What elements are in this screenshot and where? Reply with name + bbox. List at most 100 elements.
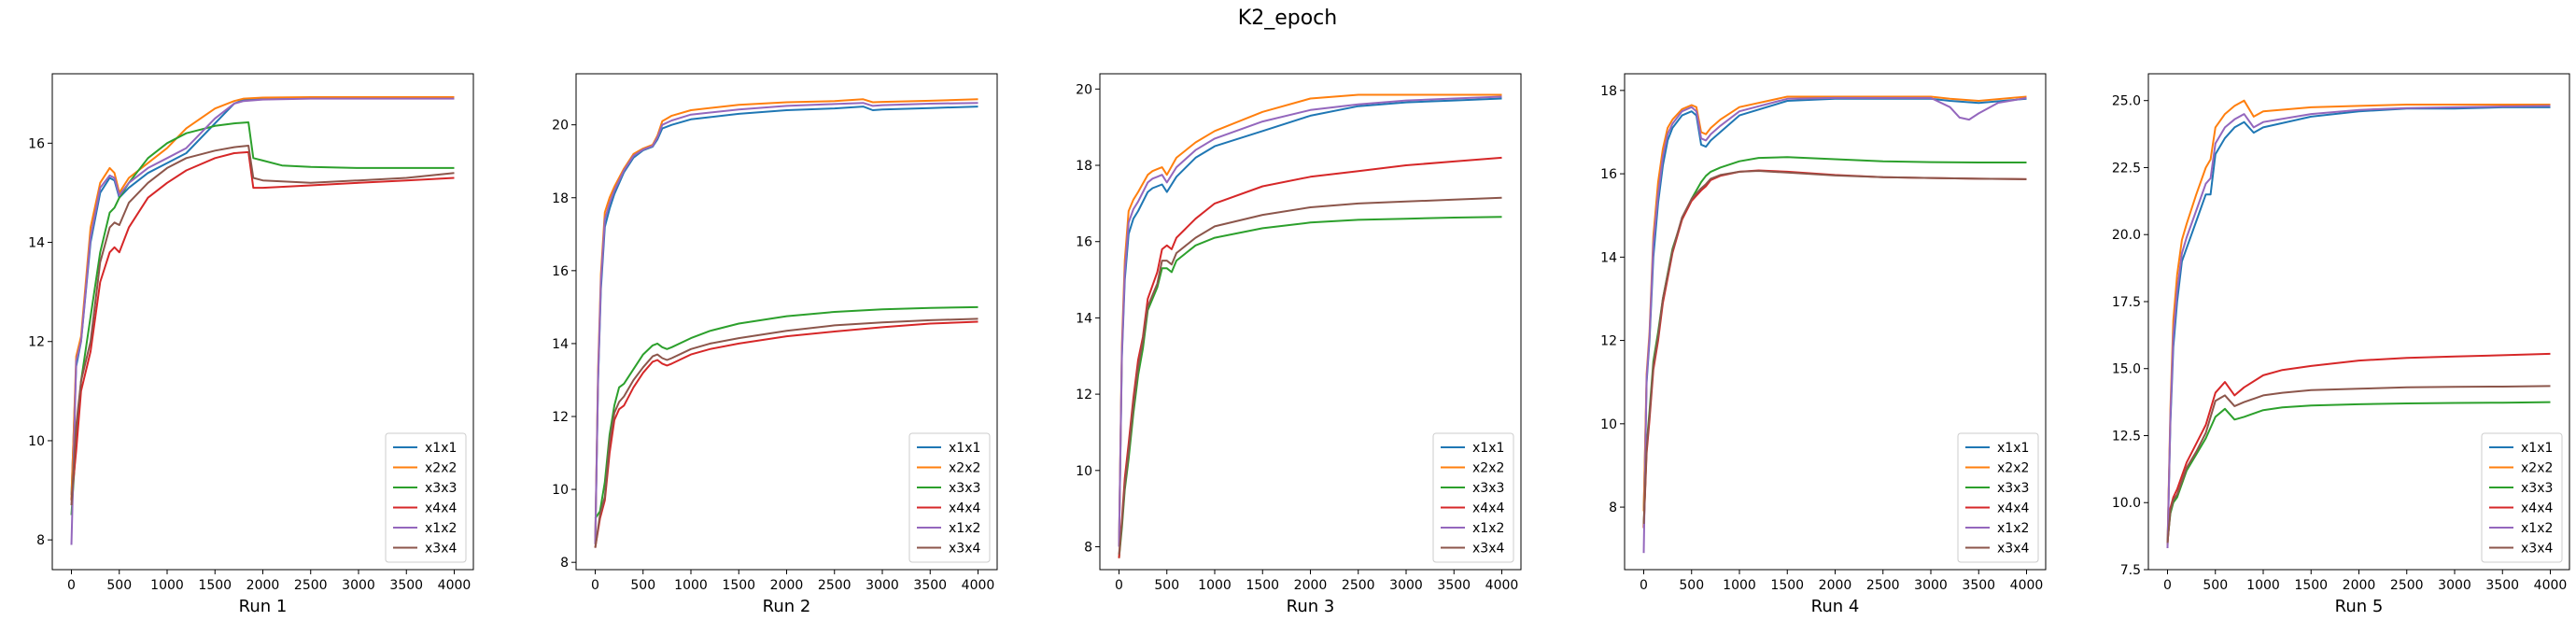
legend-label-x3x3: x3x3 bbox=[1997, 481, 2029, 496]
x-tick-label: 1000 bbox=[2246, 578, 2280, 593]
subplot-5: 0 500 1000 1500 2000 2500 3000 3500 4000 7.5 10.0 1… bbox=[2112, 73, 2570, 616]
x-tick-label: 3000 bbox=[866, 578, 899, 593]
y-tick-label: 16 bbox=[1076, 235, 1092, 250]
legend-box bbox=[1432, 432, 1514, 563]
x-tick-label: 500 bbox=[1679, 578, 1704, 593]
y-tick-label: 10 bbox=[1600, 417, 1617, 432]
y-tick-label: 18 bbox=[1076, 159, 1092, 174]
legend-label-x4x4: x4x4 bbox=[949, 501, 980, 516]
legend-label-x3x4: x3x4 bbox=[2521, 542, 2553, 557]
series-line-x3x4 bbox=[594, 318, 978, 548]
series-line-x2x2 bbox=[70, 96, 455, 501]
x-tick-label: 2500 bbox=[294, 578, 328, 593]
x-tick-label: 4000 bbox=[962, 578, 995, 593]
legend-label-x2x2: x2x2 bbox=[949, 461, 980, 476]
y-tick-label: 16 bbox=[552, 264, 569, 279]
y-tick-label: 14 bbox=[1076, 311, 1092, 326]
legend-box bbox=[908, 432, 991, 563]
x-tick-label: 1500 bbox=[1246, 578, 1279, 593]
y-tick-label: 12 bbox=[552, 410, 569, 425]
x-tick-label: 0 bbox=[1640, 578, 1648, 593]
legend-label-x1x2: x1x2 bbox=[425, 521, 457, 536]
series-line-x1x1 bbox=[594, 106, 978, 544]
x-tick-label: 2000 bbox=[2343, 578, 2376, 593]
series-line-x3x4 bbox=[1118, 196, 1502, 555]
series-line-x1x2 bbox=[594, 102, 978, 544]
legend-label-x1x2: x1x2 bbox=[2521, 521, 2553, 536]
x-tick-label: 0 bbox=[67, 578, 76, 593]
series-line-x1x2 bbox=[1642, 96, 2027, 554]
legend-label-x3x3: x3x3 bbox=[425, 481, 457, 496]
legend-label-x4x4: x4x4 bbox=[425, 501, 457, 516]
x-tick-label: 2500 bbox=[1342, 578, 1375, 593]
x-tick-label: 2000 bbox=[246, 578, 280, 593]
x-tick-label: 4000 bbox=[438, 578, 472, 593]
x-tick-label: 4000 bbox=[2010, 578, 2044, 593]
y-tick-label: 14 bbox=[552, 337, 569, 352]
x-tick-label: 500 bbox=[106, 578, 132, 593]
y-tick-label: 18 bbox=[552, 191, 569, 206]
legend-box bbox=[1957, 432, 2039, 563]
legend-label-x4x4: x4x4 bbox=[1997, 501, 2029, 516]
legend-label-x1x1: x1x1 bbox=[949, 441, 980, 456]
y-tick-label: 18 bbox=[1600, 84, 1617, 99]
legend-label-x2x2: x2x2 bbox=[1997, 461, 2029, 476]
series-line-x2x2 bbox=[1118, 93, 1502, 547]
legend-label-x3x3: x3x3 bbox=[2521, 481, 2553, 496]
y-tick-label: 7.5 bbox=[2120, 563, 2141, 578]
x-tick-label: 1500 bbox=[1770, 578, 1804, 593]
x-axis-label: Run 3 bbox=[1287, 597, 1335, 616]
legend-label-x3x4: x3x4 bbox=[1997, 542, 2029, 557]
x-tick-label: 3500 bbox=[389, 578, 423, 593]
series-line-x4x4 bbox=[2166, 352, 2551, 543]
y-tick-label: 8 bbox=[1084, 540, 1092, 555]
y-tick-label: 12.5 bbox=[2112, 429, 2141, 444]
subplot-4: 0 500 1000 1500 2000 2500 3000 3500 4000 8 10 12 14 1… bbox=[1600, 73, 2047, 616]
legend-label-x4x4: x4x4 bbox=[1472, 501, 1504, 516]
x-tick-label: 1500 bbox=[2294, 578, 2328, 593]
x-tick-label: 2500 bbox=[2390, 578, 2424, 593]
x-tick-label: 3500 bbox=[1437, 578, 1471, 593]
y-tick-label: 16 bbox=[1600, 167, 1617, 182]
legend-label-x3x3: x3x3 bbox=[1472, 481, 1504, 496]
y-tick-label: 25.0 bbox=[2112, 94, 2141, 109]
x-tick-label: 3000 bbox=[1389, 578, 1423, 593]
x-axis-label: Run 5 bbox=[2335, 597, 2384, 616]
y-tick-label: 20.0 bbox=[2112, 228, 2141, 243]
y-tick-label: 15.0 bbox=[2112, 362, 2141, 377]
legend-label-x3x4: x3x4 bbox=[425, 542, 457, 557]
legend-label-x1x1: x1x1 bbox=[1997, 441, 2029, 456]
series-line-x3x3 bbox=[70, 121, 455, 515]
series-line-x3x3 bbox=[594, 305, 978, 519]
series-line-x4x4 bbox=[594, 320, 978, 548]
legend: x1x1 x2x2 x3x3 x4x4 x1x2 x3x4 bbox=[385, 432, 467, 563]
legend-label-x1x1: x1x1 bbox=[425, 441, 457, 456]
series-line-x1x2 bbox=[1118, 95, 1502, 547]
x-tick-label: 0 bbox=[1115, 578, 1123, 593]
x-tick-label: 3000 bbox=[342, 578, 375, 593]
y-tick-label: 14 bbox=[1600, 250, 1617, 265]
y-tick-label: 12 bbox=[1076, 388, 1092, 402]
x-tick-label: 2500 bbox=[818, 578, 852, 593]
legend-label-x1x1: x1x1 bbox=[2521, 441, 2553, 456]
y-tick-label: 8 bbox=[1609, 501, 1617, 515]
x-axis-label: Run 1 bbox=[239, 597, 288, 616]
subplots: 0 500 1000 1500 2000 2500 3000 3500 400081012141… bbox=[28, 73, 2570, 616]
legend-box bbox=[385, 432, 467, 563]
series-line-x3x3 bbox=[2166, 401, 2551, 541]
y-tick-label: 16 bbox=[28, 136, 45, 151]
legend-label-x2x2: x2x2 bbox=[425, 461, 457, 476]
x-tick-label: 4000 bbox=[2534, 578, 2568, 593]
x-tick-label: 0 bbox=[2163, 578, 2172, 593]
x-tick-label: 3500 bbox=[2485, 578, 2519, 593]
legend-label-x3x4: x3x4 bbox=[1472, 542, 1504, 557]
series-line-x2x2 bbox=[594, 98, 978, 544]
x-tick-label: 3500 bbox=[913, 578, 947, 593]
series-line-x1x1 bbox=[1118, 97, 1502, 547]
y-tick-label: 12 bbox=[28, 335, 45, 350]
y-tick-label: 14 bbox=[28, 236, 45, 251]
legend: x1x1 x2x2 x3x3 x4x4 x1x2 x3x4 bbox=[2481, 432, 2563, 563]
y-tick-label: 20 bbox=[552, 119, 569, 134]
legend: x1x1 x2x2 x3x3 x4x4 x1x2 x3x4 bbox=[908, 432, 991, 563]
